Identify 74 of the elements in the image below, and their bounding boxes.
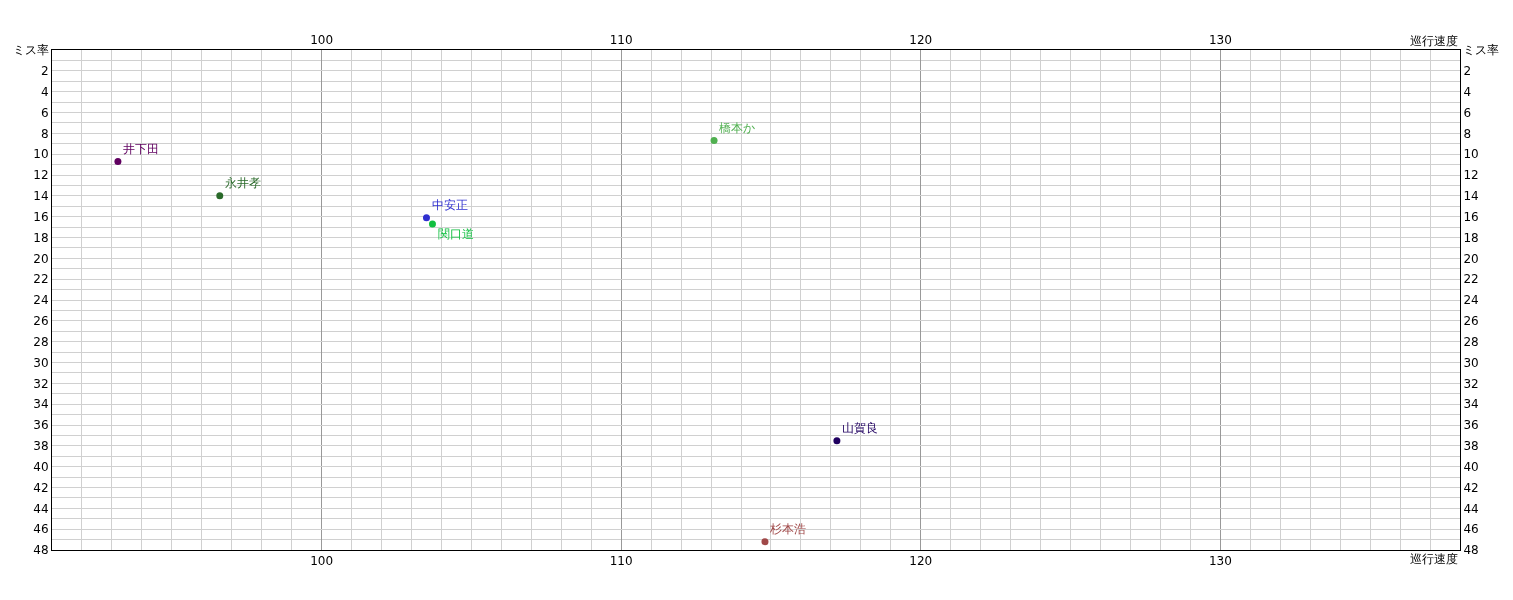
y2-tick-label: 36: [1463, 418, 1479, 433]
y-tick-label: 22: [33, 272, 49, 287]
series-label: 井下田: [123, 142, 160, 157]
y2-tick-label: 16: [1463, 209, 1479, 224]
series-label: 関口道: [437, 227, 474, 242]
y2-tick-label: 18: [1463, 230, 1479, 245]
y2-tick-label: 28: [1463, 334, 1479, 349]
x2-tick-label: 110: [609, 554, 633, 569]
point: [422, 214, 430, 222]
series-label: 橋本か: [719, 121, 756, 136]
y2-tick-label: 2: [1463, 64, 1472, 79]
y-tick-label: 10: [33, 147, 49, 162]
point: [428, 220, 436, 228]
y-tick-label: 4: [40, 84, 49, 99]
y2-tick-label: 42: [1463, 480, 1479, 495]
y-tick-label: 2: [40, 64, 49, 79]
y-tick-label: 18: [33, 230, 49, 245]
y2-tick-label: 6: [1463, 105, 1472, 120]
y-tick-label: 30: [33, 355, 49, 370]
y2-tick-label: 44: [1463, 501, 1479, 516]
y2-tick-label: 34: [1463, 397, 1479, 412]
y2-tick-label: 10: [1463, 147, 1479, 162]
series-label: 永井孝: [225, 176, 262, 191]
y2-tick-label: 8: [1463, 126, 1472, 141]
y2-tick-label: 4: [1463, 84, 1472, 99]
y-tick-label: 48: [33, 543, 49, 558]
y2-tick-label: 48: [1463, 543, 1479, 558]
series-label: 中安正: [431, 198, 468, 213]
x-tick-label: 120: [909, 33, 933, 48]
y2-tick-label: 32: [1463, 376, 1479, 391]
point: [761, 538, 769, 546]
y-tick-label: 44: [33, 501, 49, 516]
y-tick-label: 8: [40, 126, 49, 141]
y2-tick-label: 20: [1463, 251, 1479, 266]
y-tick-label: 26: [33, 314, 49, 329]
y2-tick-label: 38: [1463, 439, 1479, 454]
y-tick-label: 14: [33, 189, 49, 204]
point: [710, 137, 718, 145]
y-axis-title: ミス率: [13, 43, 49, 57]
y-tick-label: 28: [33, 334, 49, 349]
y-tick-label: 40: [33, 459, 49, 474]
y-tick-label: 16: [33, 209, 49, 224]
y-tick-label: 32: [33, 376, 49, 391]
series-label: 杉本浩: [769, 522, 807, 537]
series-label: 山賀良: [842, 421, 879, 436]
y2-tick-label: 14: [1463, 189, 1479, 204]
x-tick-label: 110: [609, 33, 633, 48]
x-tick-label: 130: [1208, 33, 1232, 48]
x-axis-title: 巡行速度: [1410, 552, 1458, 566]
y2-tick-label: 22: [1463, 272, 1479, 287]
x2-tick-label: 100: [310, 554, 334, 569]
y-tick-label: 20: [33, 251, 49, 266]
x2-tick-label: 120: [909, 554, 933, 569]
y2-tick-label: 26: [1463, 314, 1479, 329]
point: [833, 437, 841, 445]
y2-tick-label: 12: [1463, 168, 1479, 183]
y2-tick-label: 46: [1463, 522, 1479, 537]
y-tick-label: 6: [40, 105, 49, 120]
y2-axis-title: ミス率: [1463, 43, 1499, 57]
y2-tick-label: 24: [1463, 293, 1479, 308]
y2-tick-label: 40: [1463, 459, 1479, 474]
y-tick-label: 36: [33, 418, 49, 433]
y-tick-label: 34: [33, 397, 49, 412]
y-tick-label: 42: [33, 480, 49, 495]
y2-tick-label: 30: [1463, 355, 1479, 370]
y-tick-label: 12: [33, 168, 49, 183]
y-tick-label: 24: [33, 293, 49, 308]
x-tick-label: 100: [310, 33, 334, 48]
x2-axis-title: 巡行速度: [1410, 34, 1458, 48]
point: [216, 192, 224, 200]
y-tick-label: 38: [33, 439, 49, 454]
y-tick-label: 46: [33, 522, 49, 537]
x2-tick-label: 130: [1208, 554, 1232, 569]
point: [114, 157, 122, 165]
